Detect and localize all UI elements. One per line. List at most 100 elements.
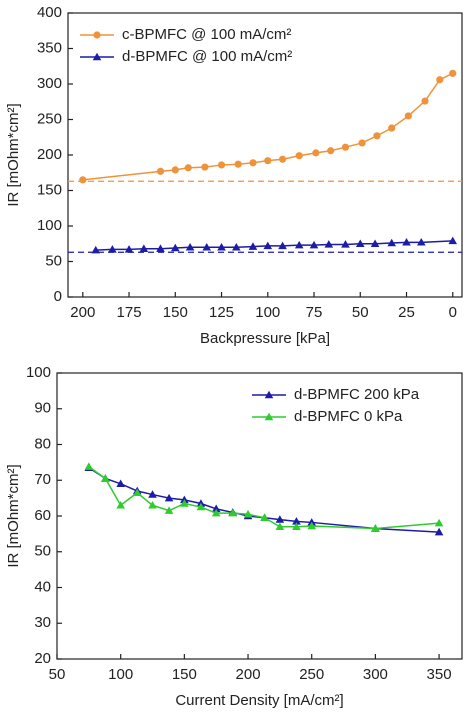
marker [307, 521, 317, 530]
marker [327, 147, 335, 155]
marker [79, 176, 87, 184]
series-line [95, 240, 453, 251]
marker [116, 500, 125, 509]
y-tick-label: 400 [37, 4, 62, 21]
x-tick-label: 75 [306, 304, 323, 321]
marker [264, 157, 272, 165]
marker [84, 462, 94, 470]
marker [92, 52, 102, 61]
marker [449, 69, 457, 77]
marker [171, 166, 179, 174]
x-tick-label: 150 [172, 666, 197, 683]
marker [201, 163, 209, 171]
marker [185, 243, 195, 251]
marker [264, 412, 274, 421]
x-tick-label: 0 [449, 304, 457, 321]
marker [448, 236, 458, 245]
marker [148, 500, 157, 509]
marker [275, 522, 285, 530]
x-tick-label: 350 [427, 666, 452, 683]
x-tick-label: 250 [299, 666, 324, 683]
marker [211, 508, 221, 517]
y-tick-label: 250 [37, 110, 62, 127]
y-tick-label: 100 [26, 364, 51, 381]
marker [202, 243, 212, 251]
marker [234, 160, 242, 168]
y-tick-label: 40 [34, 578, 51, 595]
x-tick-label: 200 [236, 666, 261, 683]
marker [132, 488, 142, 496]
y-tick-label: 350 [37, 39, 62, 56]
y-tick-label: 80 [34, 435, 51, 452]
marker [170, 243, 180, 252]
x-axis-label: Current Density [mA/cm²] [175, 692, 343, 709]
marker [434, 527, 444, 536]
marker [278, 241, 287, 250]
legend-label: d-BPMFC @ 100 mA/cm² [122, 48, 292, 65]
y-tick-label: 100 [37, 217, 62, 234]
legend-label: d-BPMFC 0 kPa [294, 408, 403, 425]
marker [156, 167, 165, 175]
marker [341, 143, 350, 151]
marker [217, 243, 226, 251]
y-tick-label: 20 [34, 650, 51, 667]
marker [260, 513, 269, 522]
marker [292, 522, 301, 530]
marker [278, 155, 287, 163]
marker [417, 238, 426, 246]
marker [324, 240, 334, 248]
y-tick-label: 90 [34, 400, 51, 417]
marker [370, 239, 380, 247]
y-tick-label: 60 [34, 507, 51, 524]
x-tick-label: 100 [255, 304, 280, 321]
marker [217, 161, 226, 169]
y-axis-label: IR [mOhm*cm²] [5, 464, 22, 567]
y-tick-label: 70 [34, 471, 51, 488]
marker [294, 240, 304, 249]
marker [355, 239, 365, 247]
marker [91, 245, 101, 254]
marker [164, 506, 174, 514]
marker [93, 31, 101, 39]
series-line [88, 467, 440, 533]
x-tick-label: 175 [117, 304, 142, 321]
legend-label: c-BPMFC @ 100 mA/cm² [122, 26, 291, 43]
marker [243, 509, 253, 518]
marker [164, 493, 174, 502]
marker [434, 518, 444, 527]
marker [371, 524, 380, 532]
marker [148, 490, 157, 498]
x-tick-label: 125 [209, 304, 234, 321]
marker [108, 245, 117, 253]
marker [124, 245, 134, 253]
x-tick-label: 50 [49, 666, 66, 683]
y-tick-label: 200 [37, 146, 62, 163]
marker [228, 508, 238, 517]
legend-label: d-BPMFC 200 kPa [294, 386, 420, 403]
y-tick-label: 300 [37, 75, 62, 92]
marker [249, 159, 257, 167]
marker [309, 240, 319, 249]
x-tick-label: 50 [352, 304, 369, 321]
y-axis-label: IR [mOhm*cm²] [5, 103, 22, 206]
marker [421, 97, 429, 105]
x-tick-label: 300 [363, 666, 388, 683]
marker [248, 242, 258, 250]
y-tick-label: 30 [34, 614, 51, 631]
marker [373, 132, 381, 140]
y-tick-label: 0 [54, 288, 62, 305]
x-tick-label: 100 [108, 666, 133, 683]
marker [402, 238, 411, 246]
y-tick-label: 50 [34, 543, 51, 560]
x-axis-label: Backpressure [kPa] [200, 330, 330, 347]
marker [232, 243, 241, 251]
marker [180, 499, 189, 507]
marker [196, 502, 206, 511]
marker [184, 164, 192, 172]
marker [139, 244, 149, 252]
y-tick-label: 150 [37, 181, 62, 198]
x-tick-label: 200 [70, 304, 95, 321]
x-tick-label: 25 [398, 304, 415, 321]
marker [156, 244, 165, 252]
